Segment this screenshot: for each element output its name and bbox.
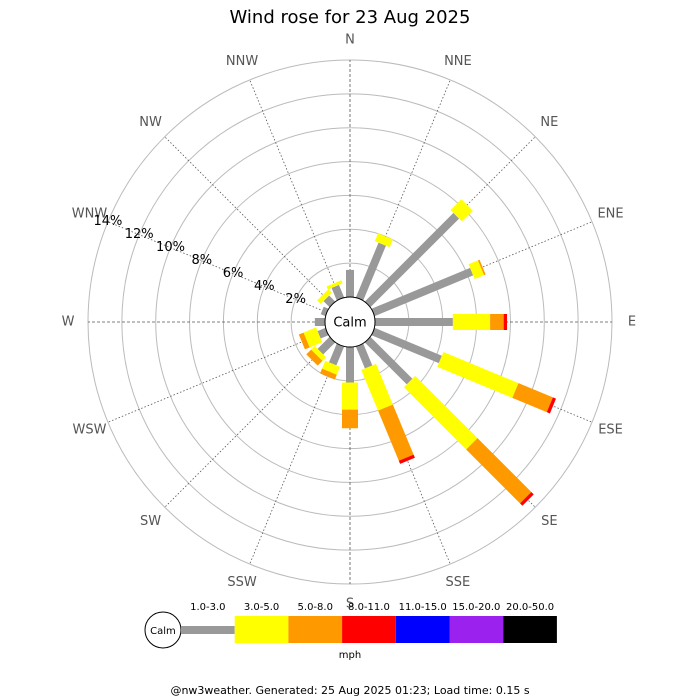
bar-segment [355,242,386,301]
bar-segment [355,343,373,369]
direction-label: SSE [446,575,471,590]
bar-segment [326,280,343,290]
bar-segment [320,306,329,317]
bar-segment [437,352,519,398]
bar-segment [371,267,474,317]
direction-label: ESE [598,422,623,437]
bar-segment [468,260,485,280]
spoke [249,79,341,300]
legend-label: 5.0-8.0 [298,602,333,613]
ring [155,127,545,517]
calm-label: Calm [333,316,366,331]
r-tick-label: 12% [125,227,154,242]
bar-segment [322,360,341,375]
direction-label: SSW [227,575,257,590]
bar-segment [361,363,393,411]
bar-segment [320,368,337,380]
direction-label: WSW [72,422,106,437]
direction-label: SW [140,514,161,529]
direction-label: S [346,597,354,612]
legend-swatch [449,616,504,643]
spoke [164,136,333,305]
legend-label: 1.0-3.0 [190,602,225,613]
legend-swatch [342,616,396,643]
bars [298,199,557,506]
bar-segment [306,349,323,366]
legend-swatch [181,626,235,634]
bar-segment [328,343,345,366]
r-tick-label: 10% [156,240,185,255]
legend-label: 11.0-15.0 [399,602,447,613]
bar-segment [364,212,460,308]
legend-label: 15.0-20.0 [452,602,500,613]
legend-label: 3.0-5.0 [244,602,279,613]
r-tick-label: 4% [254,279,275,294]
bar-segment [520,492,534,506]
chart-title: Wind rose for 23 Aug 2025 [230,7,471,28]
bar-segment [317,289,332,304]
spoke [249,344,341,565]
legend-swatch [503,616,557,643]
legend-calm-label: Calm [150,626,176,637]
direction-label: NNW [226,54,258,69]
bar-segment [403,375,478,450]
direction-label: NW [139,115,162,130]
bar-segment [311,345,327,361]
direction-label: SE [541,514,557,529]
bar-segment [371,327,442,364]
r-tick-label: 8% [191,253,212,268]
r-tick-label: 2% [285,292,306,307]
spoke [107,331,328,423]
r-tick-label: 6% [223,266,244,281]
bar-segment [317,336,336,355]
legend-label: 20.0-50.0 [506,602,554,613]
bar-segment [378,404,414,461]
bar-segment [331,284,345,301]
bar-segment [477,259,486,276]
footer: @nw3weather. Generated: 25 Aug 2025 01:2… [170,684,529,697]
spoke [164,339,333,508]
spoke [107,221,328,313]
direction-label: E [628,315,636,330]
direction-label: WNW [72,207,108,222]
bar-segment [317,327,329,339]
legend: Calm 1.0-3.0 3.0-5.0 5.0-8.0 8.0-11.0 11.0-15… [144,602,557,661]
bar-segment [323,295,336,308]
bar-segment [398,454,415,464]
direction-label: ENE [597,207,623,222]
bar-segment [374,233,393,248]
bar-segment [466,438,532,504]
legend-label: 8.0-11.0 [348,602,390,613]
r-tick-label: 14% [93,214,122,229]
bar-segment [298,332,310,350]
direction-label: NE [540,115,558,130]
legend-swatch [395,616,450,643]
legend-swatch [234,616,289,643]
bar-segment [512,383,553,413]
ring [121,93,579,551]
legend-swatch [288,616,343,643]
legend-unit: mph [339,650,361,661]
calm-circle [324,296,376,348]
bar-segment [364,336,413,385]
bar-segment [450,199,473,222]
direction-label: N [345,33,355,48]
direction-label: NNE [444,54,472,69]
bar-segment [546,397,557,414]
direction-label: W [62,315,75,330]
bar-segment [303,327,323,348]
